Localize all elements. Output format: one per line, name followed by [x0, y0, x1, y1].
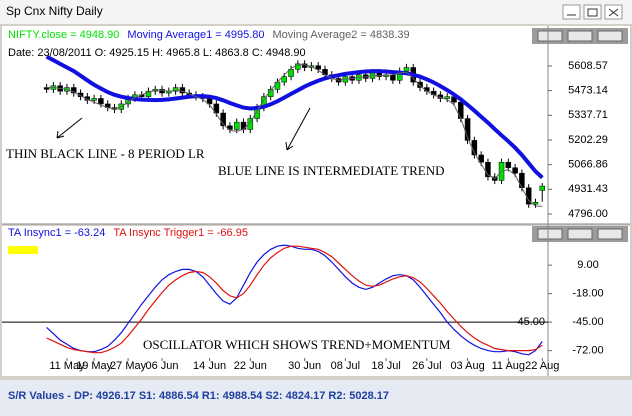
- x-tick-label: 18 Jul: [371, 360, 400, 372]
- y-tick-label: 9.00: [577, 259, 598, 271]
- icon: [608, 8, 619, 17]
- title-bar: [0, 0, 632, 24]
- legend-entry: TA Insync Trigger1 = -66.95: [113, 227, 248, 239]
- candle-body: [478, 154, 484, 163]
- candle-body: [288, 69, 294, 77]
- series-line: [45, 54, 544, 180]
- annotation: THIN BLACK LINE - 8 PERIOD LR: [6, 146, 205, 161]
- y-tick-label: 4796.00: [568, 208, 608, 220]
- pane-button[interactable]: [567, 30, 593, 42]
- x-tick-label: 11 May: [49, 360, 85, 372]
- pane-button[interactable]: [537, 228, 563, 240]
- legend-entry: Moving Average1 = 4995.80: [127, 29, 264, 41]
- series-line: [46, 64, 543, 207]
- candle-body: [233, 121, 240, 130]
- candle-body: [444, 96, 450, 99]
- x-tick-label: 27 May: [110, 360, 147, 372]
- x-tick-label: 03 Aug: [450, 360, 484, 372]
- window-title: Sp Cnx Nifty Daily: [6, 4, 103, 18]
- y-tick-label: 5337.71: [568, 109, 608, 121]
- x-tick-label: 30 Jun: [288, 360, 321, 372]
- x-tick-label: 08 Jul: [331, 360, 360, 372]
- candle-body: [539, 185, 546, 191]
- candle-body: [159, 89, 165, 94]
- y-tick-label: -72.00: [572, 345, 603, 357]
- maximize-button[interactable]: [583, 4, 602, 20]
- x-tick-label: 11 Aug: [492, 360, 525, 372]
- x-tick-label: 22 Jun: [234, 360, 267, 372]
- candle-body: [240, 121, 247, 130]
- x-tick-label: 14 Jun: [193, 360, 226, 372]
- y-tick-label: 4931.43: [568, 183, 608, 195]
- x-tick-label: 06 Jun: [146, 360, 179, 372]
- candle-body: [71, 87, 77, 94]
- legend-entry: TA Insync1 = -63.24: [8, 227, 105, 239]
- info-line: Date: 23/08/2011 O: 4925.15 H: 4965.8 L:…: [8, 47, 306, 59]
- annotation: OSCILLATOR WHICH SHOWS TREND+MOMENTUM: [143, 337, 451, 352]
- candle-body: [505, 161, 512, 168]
- status-bar: [0, 380, 632, 416]
- y-tick-label: 5473.14: [568, 85, 608, 97]
- arrow: [285, 107, 311, 151]
- minimize-button[interactable]: [562, 4, 581, 20]
- candle-body: [274, 81, 281, 90]
- pane-button[interactable]: [597, 228, 623, 240]
- candle-body: [485, 161, 491, 178]
- candle-body: [220, 112, 226, 127]
- candle-body: [315, 65, 321, 70]
- series-line: [46, 245, 543, 354]
- candle-body: [91, 98, 97, 101]
- pane-button[interactable]: [537, 30, 563, 42]
- price-pane: [2, 26, 630, 224]
- legend-entry: Moving Average2 = 4838.39: [273, 29, 410, 41]
- legend-entry: NIFTY.close = 4948.90: [8, 29, 119, 41]
- y-tick-label: 5608.57: [568, 60, 608, 72]
- annotation: BLUE LINE IS INTERMEDIATE TREND: [218, 163, 445, 178]
- arrow: [56, 117, 83, 139]
- candle-body: [281, 76, 287, 83]
- icon: [587, 8, 598, 17]
- x-tick-label: 26 Jul: [412, 360, 441, 372]
- y-tick-label: 5202.29: [568, 134, 608, 146]
- x-tick-label: 22 Aug: [525, 360, 559, 372]
- candle-body: [417, 81, 423, 88]
- candle-body: [512, 167, 518, 174]
- candle-body: [213, 103, 220, 114]
- status-text: S/R Values - DP: 4926.17 S1: 4886.54 R1:…: [8, 390, 389, 402]
- candle-body: [403, 67, 410, 72]
- y-tick-label: 5066.86: [568, 159, 608, 171]
- candle-body: [247, 118, 254, 130]
- level-label: -45.00: [514, 316, 545, 328]
- candle-body: [172, 87, 179, 92]
- x-tick-label: 19 May: [76, 360, 113, 372]
- pane-button[interactable]: [597, 30, 623, 42]
- series-line: [46, 244, 543, 356]
- candle-body: [519, 172, 525, 188]
- candle-body: [179, 87, 186, 94]
- candle-body: [43, 87, 50, 90]
- y-tick-label: -45.00: [572, 316, 603, 328]
- window-controls[interactable]: [562, 4, 623, 20]
- candle-body: [145, 90, 152, 97]
- legend-swatch: [8, 246, 38, 254]
- candle-body: [98, 98, 104, 105]
- candle-body: [390, 74, 396, 81]
- pane-button[interactable]: [567, 228, 593, 240]
- candle-body: [532, 202, 539, 205]
- y-tick-label: -18.00: [572, 288, 603, 300]
